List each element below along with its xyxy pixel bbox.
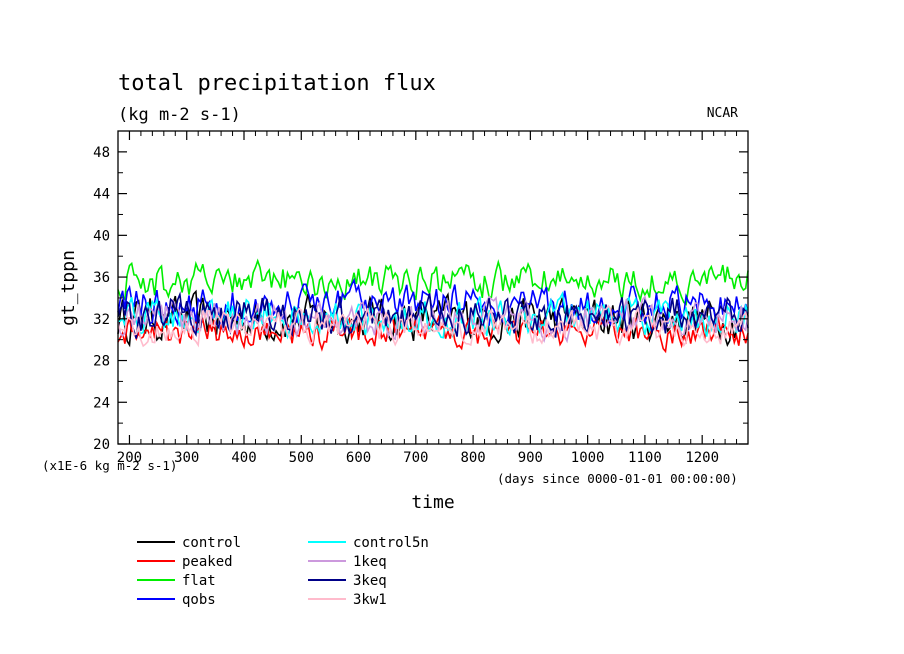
series-layer — [117, 258, 749, 354]
legend-label-control: control — [182, 535, 241, 551]
y-tick-label: 32 — [93, 312, 110, 328]
series-line-1keq — [117, 295, 749, 344]
axis-layer: 200 300 400 500 600 700 800 900 1000 1100 1200 20 24… — [93, 130, 748, 466]
legend-label-qobs: qobs — [182, 592, 216, 608]
series-line-flat — [117, 258, 749, 306]
legend-label-control5n: control5n — [353, 535, 429, 551]
legend-label-3keq: 3keq — [353, 573, 387, 589]
x-tick-label: 700 — [403, 450, 428, 466]
x-tick-label: 200 — [117, 450, 142, 466]
y-tick-label: 40 — [93, 228, 110, 244]
x-tick-label: 800 — [460, 450, 485, 466]
x-units-label: (days since 0000-01-01 00:00:00) — [497, 471, 738, 486]
y-units-label: (x1E-6 kg m-2 s-1) — [42, 458, 177, 473]
plot-frame — [117, 130, 749, 445]
y-tick-label: 28 — [93, 354, 110, 370]
series-line-3keq — [117, 291, 749, 339]
y-tick-label: 36 — [93, 270, 110, 286]
series-line-3kw1 — [117, 304, 749, 348]
y-axis-label: gt_tppn — [58, 250, 79, 326]
x-tick-label: 500 — [289, 450, 314, 466]
x-tick-label: 1000 — [571, 450, 605, 466]
x-tick-label: 400 — [231, 450, 256, 466]
legend-label-3kw1: 3kw1 — [353, 592, 387, 608]
y-tick-label: 48 — [93, 145, 110, 161]
credit-label: NCAR — [707, 106, 738, 121]
x-tick-label: 1200 — [685, 450, 719, 466]
x-tick-label: 300 — [174, 450, 199, 466]
y-tick-label: 24 — [93, 395, 110, 411]
y-tick-label: 20 — [93, 437, 110, 453]
x-tick-label: 1100 — [628, 450, 662, 466]
x-tick-label: 900 — [518, 450, 543, 466]
y-tick-label: 44 — [93, 187, 110, 203]
chart-title: total precipitation flux — [118, 71, 436, 96]
legend: control peaked flat qobs control5n 1keq 3keq 3k… — [137, 535, 429, 608]
legend-label-peaked: peaked — [182, 554, 233, 570]
legend-label-flat: flat — [182, 573, 216, 589]
x-tick-label: 600 — [346, 450, 371, 466]
chart-subtitle: (kg m-2 s-1) — [118, 105, 241, 125]
x-axis-label: time — [411, 492, 454, 513]
legend-label-1keq: 1keq — [353, 554, 387, 570]
